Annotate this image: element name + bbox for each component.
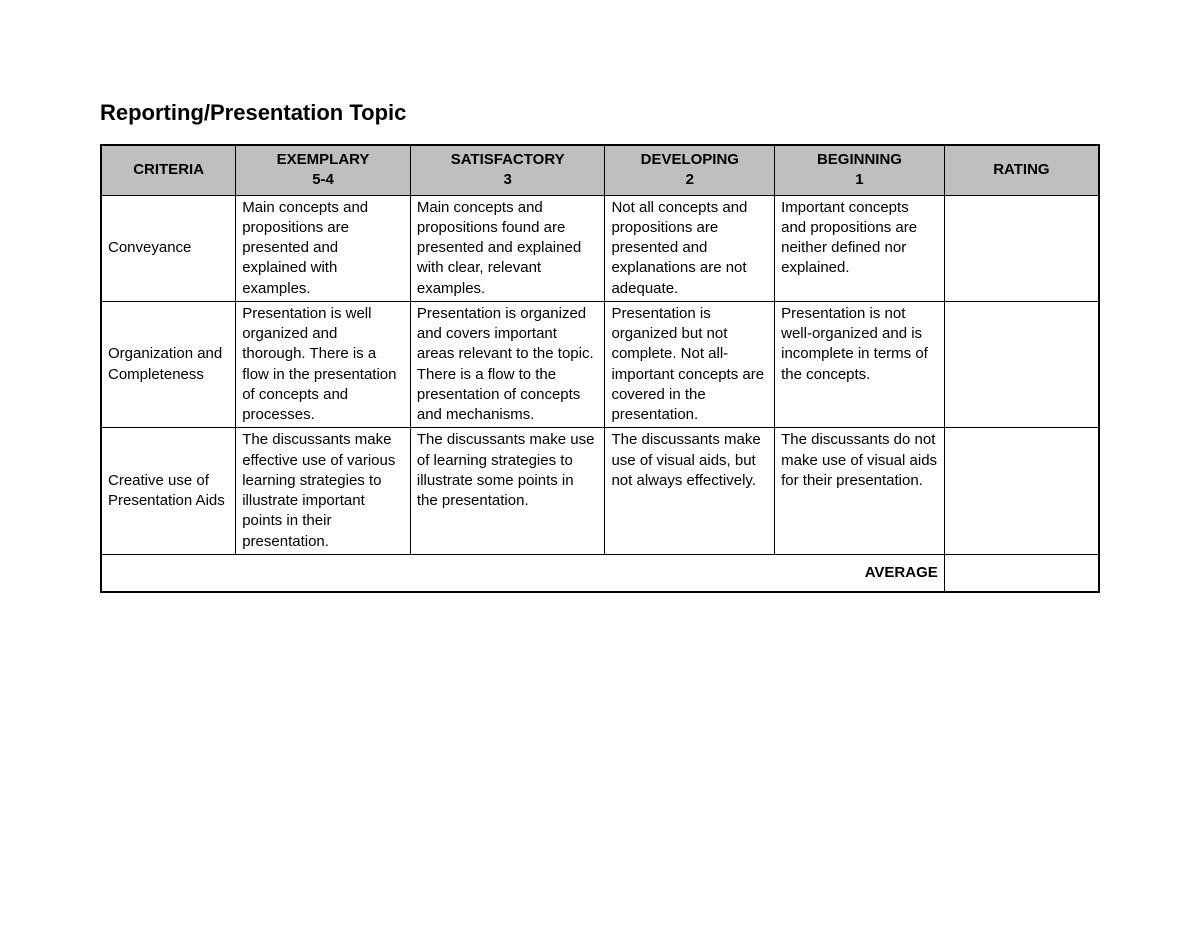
col-header-label: RATING — [949, 160, 1094, 180]
col-header-label: BEGINNING — [779, 150, 940, 170]
col-header-sub: 1 — [779, 170, 940, 190]
col-header-label: DEVELOPING — [609, 150, 770, 170]
average-label: AVERAGE — [101, 554, 944, 592]
average-value — [944, 554, 1099, 592]
cell-satisfactory: Presentation is organized and covers imp… — [410, 301, 605, 428]
cell-rating — [944, 301, 1099, 428]
table-row: Organization and Completeness Presentati… — [101, 301, 1099, 428]
cell-beginning: Important concepts and propositions are … — [775, 195, 945, 301]
col-header-developing: DEVELOPING 2 — [605, 145, 775, 195]
table-header-row: CRITERIA EXEMPLARY 5-4 SATISFACTORY 3 DE… — [101, 145, 1099, 195]
col-header-criteria: CRITERIA — [101, 145, 236, 195]
cell-beginning: Presentation is not well-organized and i… — [775, 301, 945, 428]
cell-developing: Presentation is organized but not comple… — [605, 301, 775, 428]
cell-exemplary: Presentation is well organized and thoro… — [236, 301, 411, 428]
table-row: Creative use of Presentation Aids The di… — [101, 428, 1099, 555]
cell-satisfactory: The discussants make use of learning str… — [410, 428, 605, 555]
col-header-beginning: BEGINNING 1 — [775, 145, 945, 195]
cell-rating — [944, 195, 1099, 301]
col-header-sub: 5-4 — [240, 170, 406, 190]
cell-criteria: Organization and Completeness — [101, 301, 236, 428]
cell-criteria: Creative use of Presentation Aids — [101, 428, 236, 555]
document-page: Reporting/Presentation Topic CRITERIA EX… — [0, 0, 1200, 593]
col-header-label: EXEMPLARY — [240, 150, 406, 170]
cell-developing: The discussants make use of visual aids,… — [605, 428, 775, 555]
cell-rating — [944, 428, 1099, 555]
col-header-satisfactory: SATISFACTORY 3 — [410, 145, 605, 195]
cell-beginning: The discussants do not make use of visua… — [775, 428, 945, 555]
page-title: Reporting/Presentation Topic — [100, 100, 1100, 126]
col-header-exemplary: EXEMPLARY 5-4 — [236, 145, 411, 195]
cell-exemplary: Main concepts and propositions are prese… — [236, 195, 411, 301]
col-header-label: CRITERIA — [106, 160, 231, 180]
cell-satisfactory: Main concepts and propositions found are… — [410, 195, 605, 301]
table-row: Conveyance Main concepts and proposition… — [101, 195, 1099, 301]
table-footer-row: AVERAGE — [101, 554, 1099, 592]
cell-exemplary: The discussants make effective use of va… — [236, 428, 411, 555]
col-header-label: SATISFACTORY — [415, 150, 601, 170]
col-header-sub: 3 — [415, 170, 601, 190]
cell-criteria: Conveyance — [101, 195, 236, 301]
col-header-rating: RATING — [944, 145, 1099, 195]
rubric-table: CRITERIA EXEMPLARY 5-4 SATISFACTORY 3 DE… — [100, 144, 1100, 593]
cell-developing: Not all concepts and propositions are pr… — [605, 195, 775, 301]
col-header-sub: 2 — [609, 170, 770, 190]
